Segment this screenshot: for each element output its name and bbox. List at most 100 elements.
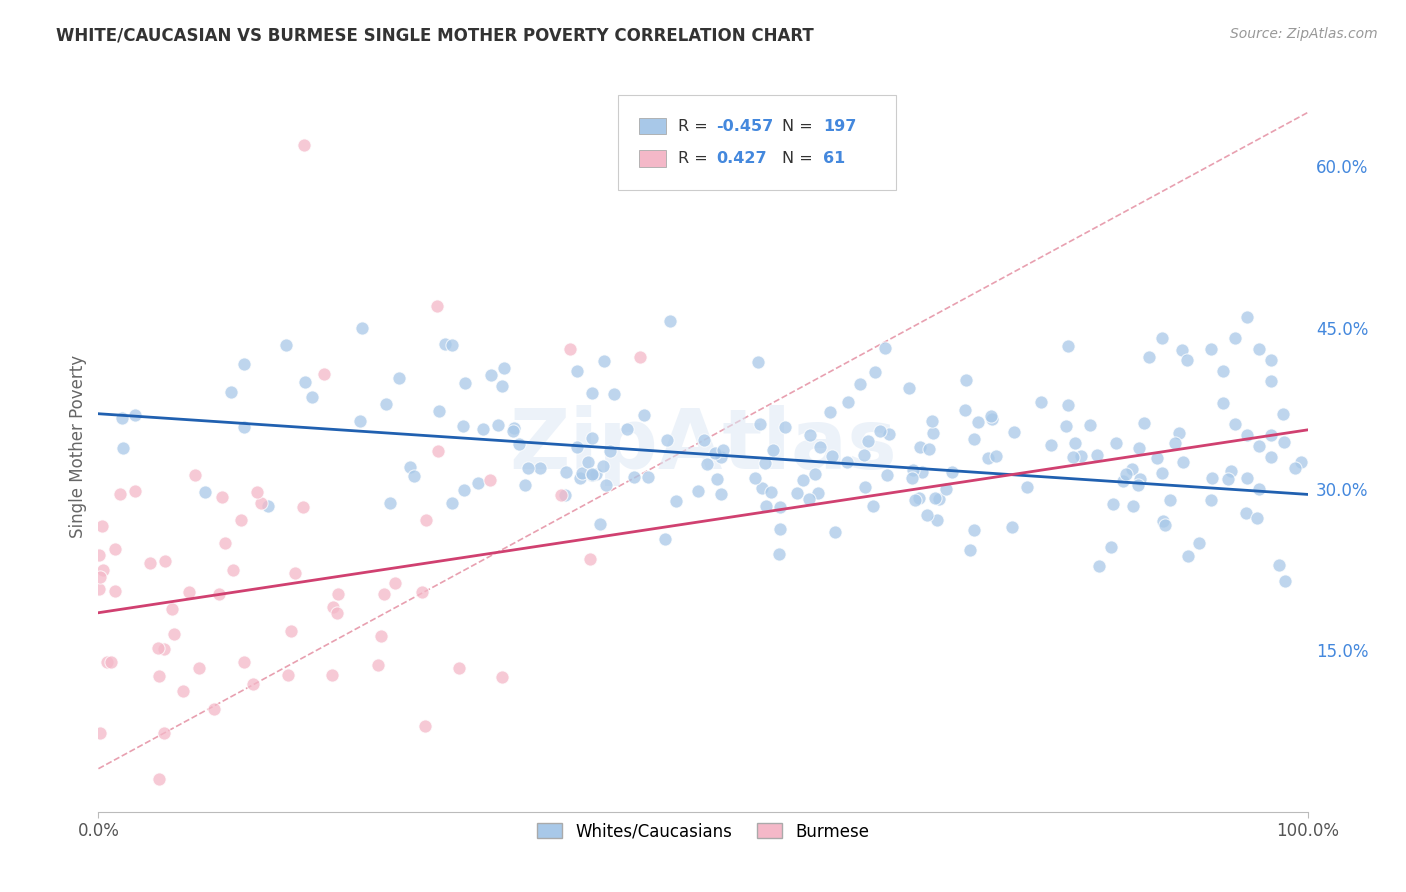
Point xyxy=(658,314,681,328)
Point xyxy=(1070,449,1092,463)
Point xyxy=(748,417,770,431)
Point xyxy=(706,472,728,486)
Point xyxy=(87,582,110,596)
Text: R =: R = xyxy=(678,151,713,166)
Point xyxy=(486,417,509,432)
Point xyxy=(1040,438,1063,452)
Point xyxy=(415,513,437,527)
Point xyxy=(454,376,477,391)
Point xyxy=(1212,364,1234,378)
Point xyxy=(1187,536,1209,550)
Point xyxy=(567,364,589,378)
Point xyxy=(581,467,603,481)
Point xyxy=(103,541,125,556)
Point xyxy=(478,473,501,487)
Point xyxy=(554,488,576,502)
Point xyxy=(602,386,624,401)
Point xyxy=(1249,439,1271,453)
Point xyxy=(451,419,474,434)
Point xyxy=(1057,398,1080,412)
Point xyxy=(207,587,229,601)
Point xyxy=(693,433,716,447)
Point xyxy=(1177,549,1199,564)
Point xyxy=(792,473,814,487)
Point xyxy=(516,460,538,475)
Text: ZipAtlas: ZipAtlas xyxy=(509,406,897,486)
Point xyxy=(1146,450,1168,465)
Point xyxy=(869,424,891,438)
Point xyxy=(1246,510,1268,524)
Point xyxy=(467,476,489,491)
Y-axis label: Single Mother Poverty: Single Mother Poverty xyxy=(69,354,87,538)
Point xyxy=(233,655,256,669)
Point xyxy=(100,656,122,670)
Point xyxy=(550,488,572,502)
Point xyxy=(229,513,252,527)
Point xyxy=(568,471,591,485)
Point xyxy=(759,484,782,499)
Point xyxy=(87,549,110,563)
Point xyxy=(1137,350,1160,364)
Point xyxy=(433,337,456,351)
Point xyxy=(91,563,114,577)
Point xyxy=(1260,353,1282,368)
Point xyxy=(1064,435,1087,450)
Point xyxy=(1260,375,1282,389)
Point xyxy=(124,408,146,422)
Point xyxy=(1272,435,1295,450)
Point xyxy=(277,668,299,682)
Point xyxy=(908,441,931,455)
Point xyxy=(1133,416,1156,430)
Point xyxy=(818,405,841,419)
FancyBboxPatch shape xyxy=(638,151,665,167)
Point xyxy=(1085,448,1108,462)
Point xyxy=(761,442,783,457)
Point xyxy=(222,563,245,577)
Point xyxy=(1150,466,1173,480)
Point xyxy=(981,412,1004,426)
Point xyxy=(585,467,607,481)
Point xyxy=(250,496,273,510)
Point xyxy=(655,433,678,447)
Point xyxy=(373,587,395,601)
Point xyxy=(576,455,599,469)
Point xyxy=(472,422,495,436)
Point xyxy=(849,377,872,392)
Point xyxy=(1274,574,1296,589)
Point xyxy=(1062,450,1084,464)
Point xyxy=(1126,478,1149,492)
Point xyxy=(153,553,176,567)
Point xyxy=(769,500,792,514)
Point xyxy=(148,669,170,683)
Point xyxy=(491,670,513,684)
Point xyxy=(96,655,118,669)
Point xyxy=(502,424,524,438)
Point xyxy=(628,350,651,364)
Point xyxy=(962,523,984,537)
Point xyxy=(897,381,920,395)
Point xyxy=(219,385,242,400)
Point xyxy=(233,357,256,371)
Point xyxy=(491,379,513,393)
Point xyxy=(966,415,988,429)
Point xyxy=(976,451,998,466)
Point xyxy=(980,409,1002,423)
Point xyxy=(921,414,943,428)
Text: N =: N = xyxy=(782,119,817,134)
Point xyxy=(1268,558,1291,573)
Point xyxy=(799,428,821,442)
Point xyxy=(276,337,298,351)
Point xyxy=(321,668,343,682)
Point xyxy=(837,395,859,409)
Point xyxy=(1216,472,1239,486)
Point xyxy=(447,661,470,675)
FancyBboxPatch shape xyxy=(619,95,897,190)
Point xyxy=(91,519,114,533)
Point xyxy=(911,465,934,479)
Point xyxy=(440,496,463,510)
Point xyxy=(148,772,170,787)
Text: N =: N = xyxy=(782,151,817,166)
Point xyxy=(1029,394,1052,409)
Point xyxy=(292,500,315,514)
Point xyxy=(1236,471,1258,485)
